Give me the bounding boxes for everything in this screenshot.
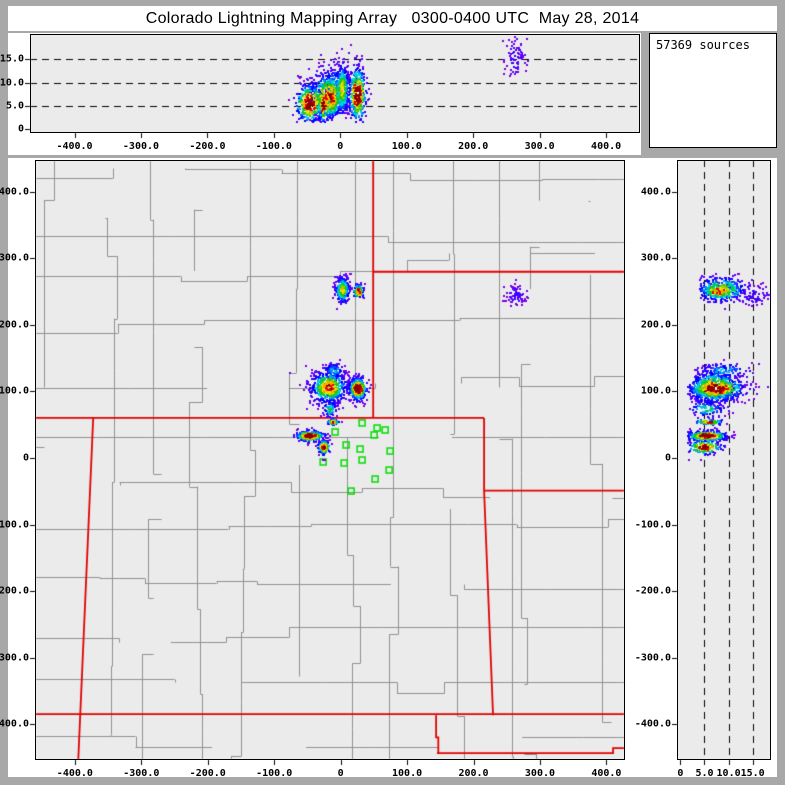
lightning-scatter-canvas <box>0 0 785 785</box>
clma-window: Colorado Lightning Mapping Array 0300-04… <box>0 0 785 785</box>
